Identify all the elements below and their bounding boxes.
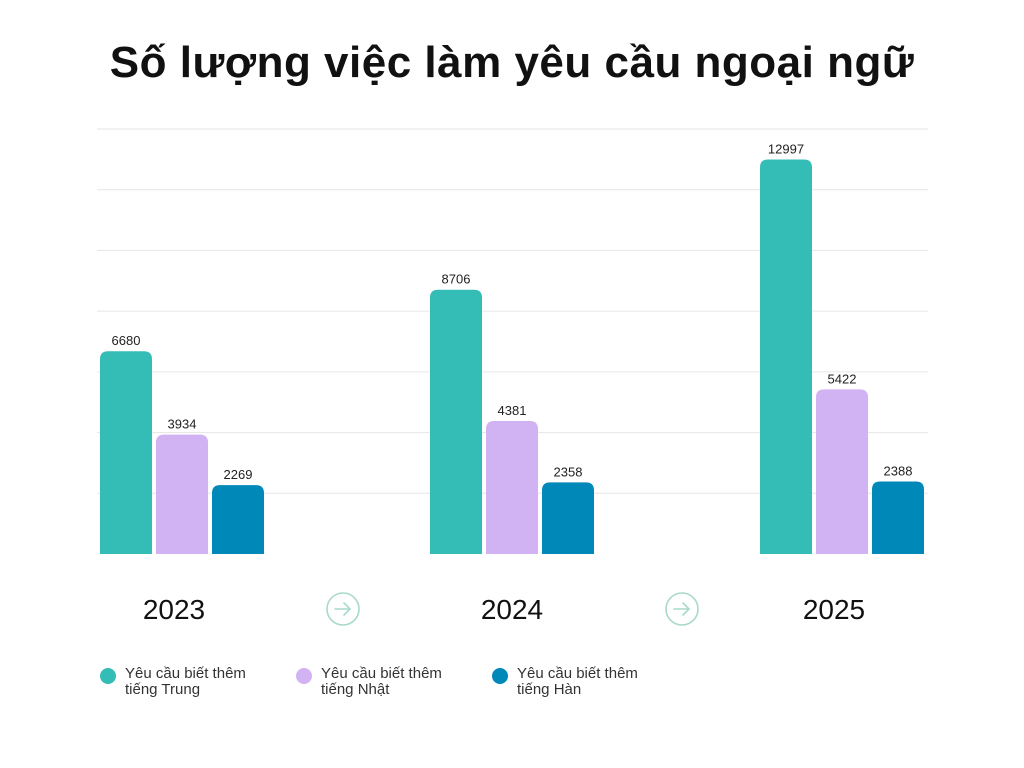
legend: Yêu cầu biết thêm tiếng Trung Yêu cầu bi…	[100, 666, 688, 698]
legend-swatch-nhat	[296, 668, 312, 684]
year-arrows	[326, 592, 699, 626]
x-tick-label-2024: 2024	[481, 594, 543, 625]
bar-trung-2024	[430, 289, 482, 554]
bar-trung-2023	[100, 351, 152, 554]
data-labels: 6680 3934 2269 8706 4381 2358 12997 5422 2388	[112, 141, 913, 482]
x-tick-labels: 2023 2024 2025	[143, 594, 865, 625]
data-label-nhat-2024: 4381	[498, 403, 527, 418]
bar-han-2025	[872, 481, 924, 554]
data-label-han-2024: 2358	[554, 464, 583, 479]
legend-label-han-line1: Yêu cầu biết thêm	[517, 665, 638, 682]
arrow-right-circle-icon	[665, 592, 699, 626]
x-tick-label-2023: 2023	[143, 594, 205, 625]
data-label-trung-2025: 12997	[768, 141, 804, 156]
legend-label-nhat-line1: Yêu cầu biết thêm	[321, 665, 442, 682]
data-label-nhat-2023: 3934	[168, 417, 197, 432]
data-label-han-2023: 2269	[224, 467, 253, 482]
bar-nhat-2025	[816, 389, 868, 554]
data-label-han-2025: 2388	[884, 464, 913, 479]
legend-label-nhat: Yêu cầu biết thêm tiếng Nhật	[321, 666, 481, 698]
data-label-nhat-2025: 5422	[828, 371, 857, 386]
legend-label-han: Yêu cầu biết thêm tiếng Hàn	[517, 666, 677, 698]
legend-item-han: Yêu cầu biết thêm tiếng Hàn	[492, 666, 688, 698]
arrow-right-circle-icon	[326, 592, 360, 626]
data-label-trung-2024: 8706	[442, 272, 471, 287]
bars	[100, 159, 924, 554]
legend-item-nhat: Yêu cầu biết thêm tiếng Nhật	[296, 666, 492, 698]
data-label-trung-2023: 6680	[112, 333, 141, 348]
bar-trung-2025	[760, 159, 812, 554]
legend-swatch-han	[492, 668, 508, 684]
bar-nhat-2024	[486, 421, 538, 554]
bar-han-2023	[212, 485, 264, 554]
legend-label-nhat-line2: tiếng Nhật	[321, 681, 390, 698]
legend-label-trung: Yêu cầu biết thêm tiếng Trung	[125, 666, 285, 698]
legend-label-han-line2: tiếng Hàn	[517, 681, 582, 698]
bar-han-2024	[542, 482, 594, 554]
legend-label-trung-line1: Yêu cầu biết thêm	[125, 665, 246, 682]
chart-title: Số lượng việc làm yêu cầu ngoại ngữ	[109, 38, 915, 87]
legend-swatch-trung	[100, 668, 116, 684]
legend-label-trung-line2: tiếng Trung	[125, 681, 201, 698]
legend-item-trung: Yêu cầu biết thêm tiếng Trung	[100, 666, 296, 698]
bar-nhat-2023	[156, 434, 208, 554]
x-tick-label-2025: 2025	[803, 594, 865, 625]
